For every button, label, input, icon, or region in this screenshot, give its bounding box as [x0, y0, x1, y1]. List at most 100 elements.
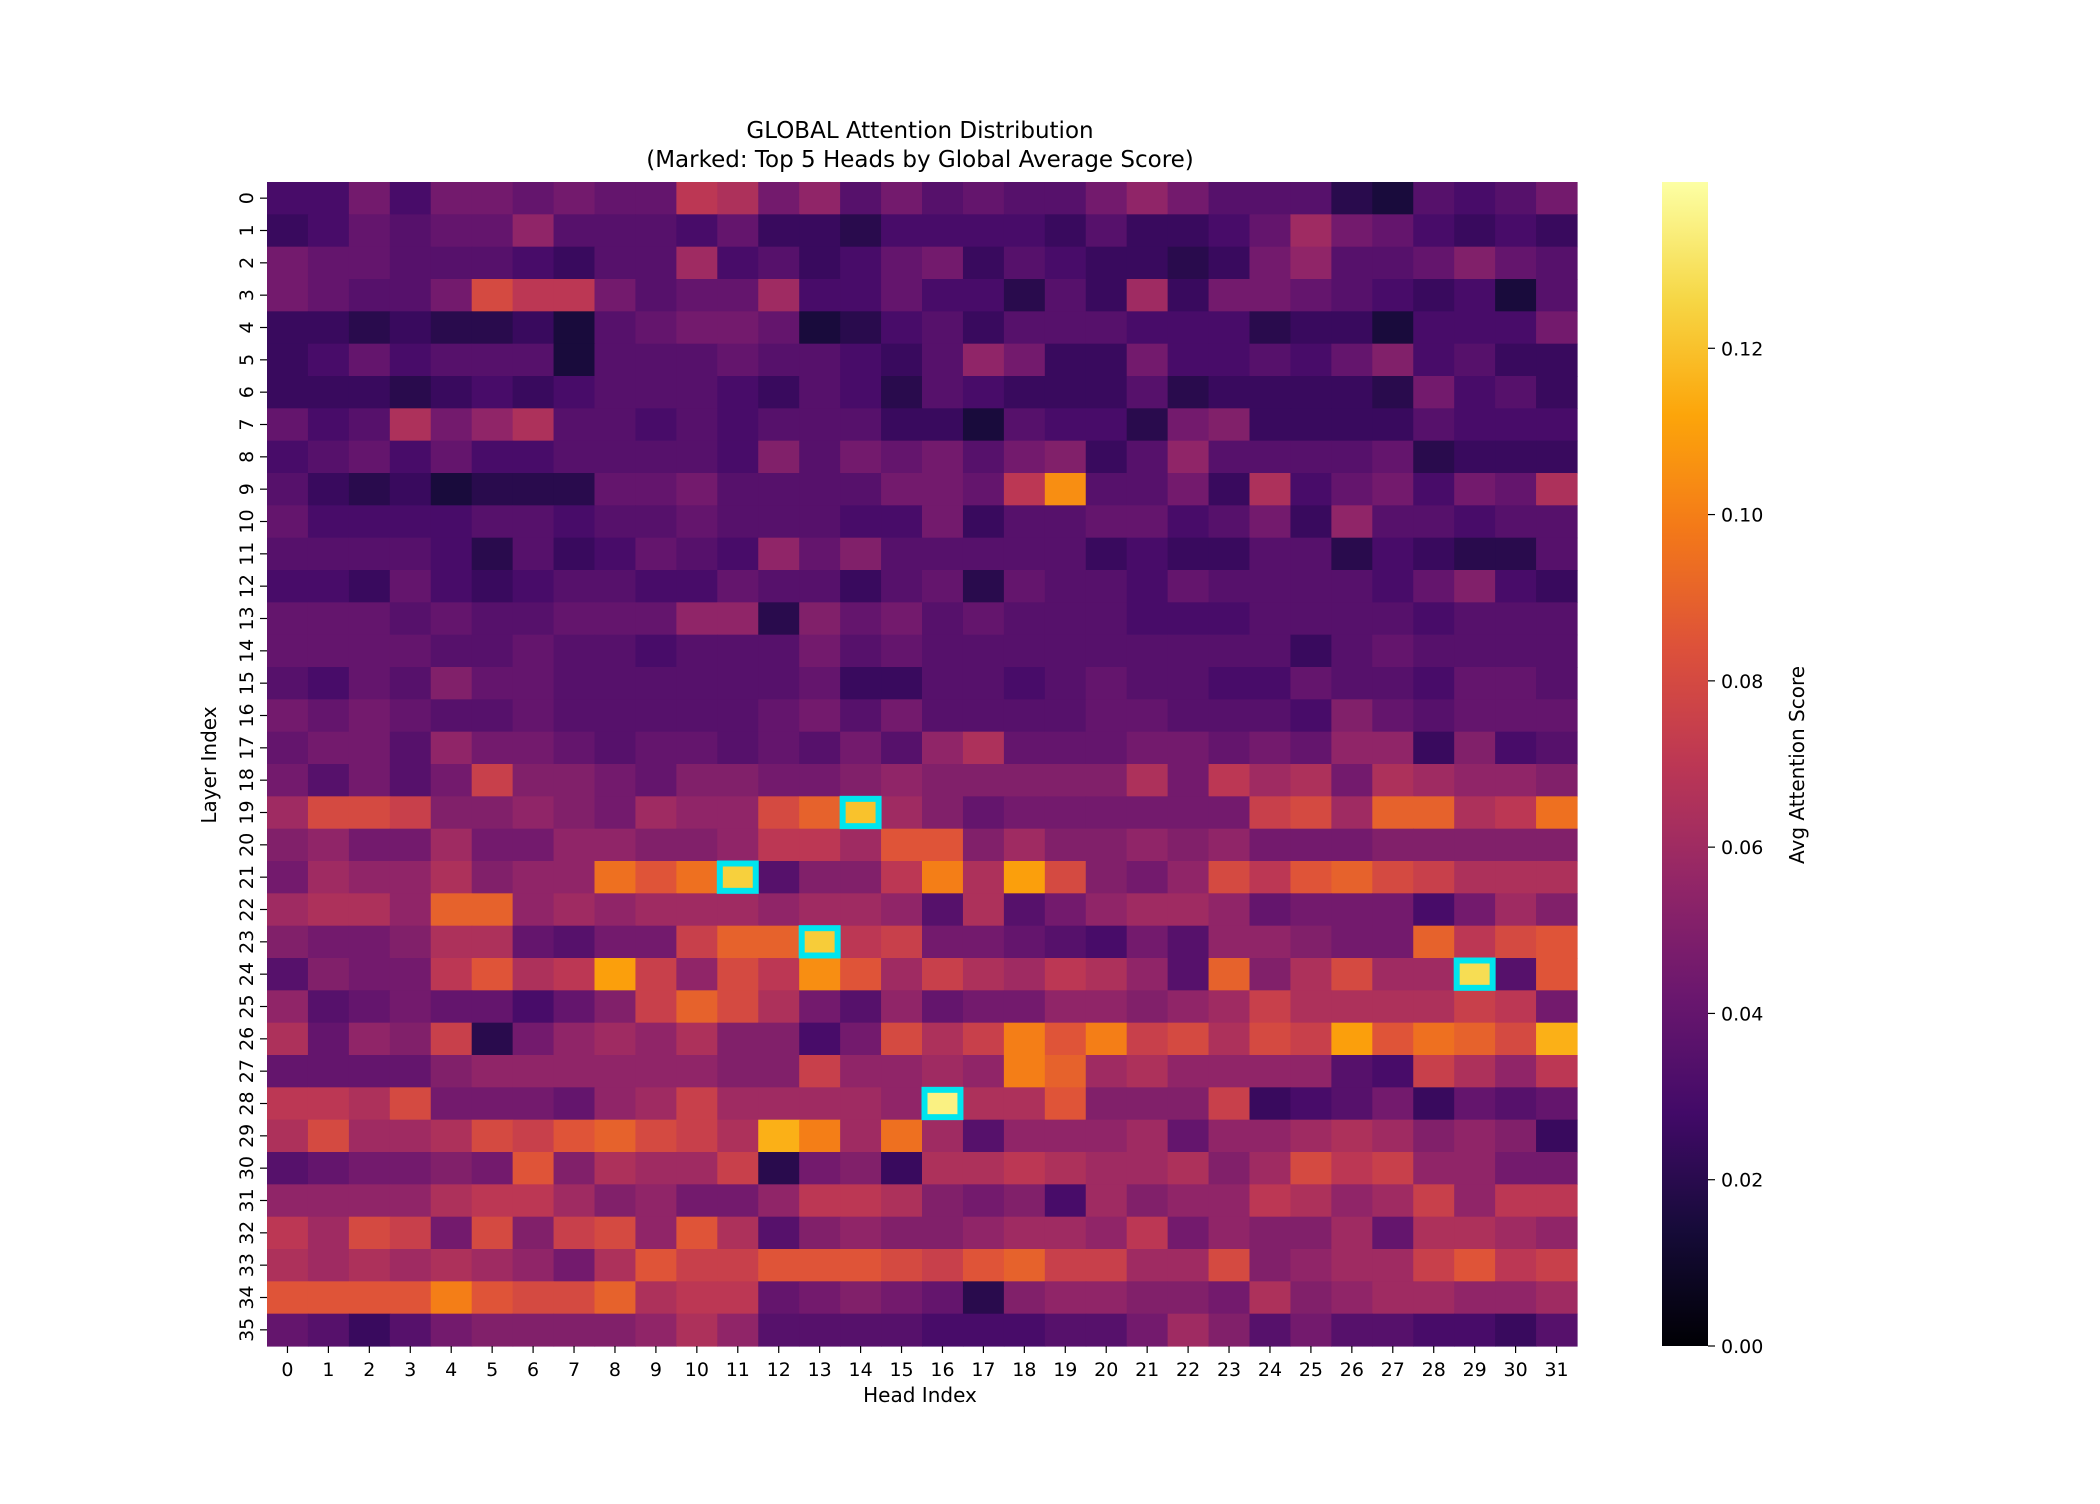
chart-title: GLOBAL Attention Distribution — [746, 118, 1093, 144]
heatmap-cell — [1003, 537, 1046, 571]
heatmap-cell — [881, 570, 923, 603]
heatmap-cell — [348, 699, 391, 733]
y-tick-label: 30 — [236, 1156, 258, 1180]
heatmap-cell — [348, 925, 391, 959]
heatmap-cell — [1290, 764, 1332, 797]
heatmap-cell — [1044, 214, 1087, 248]
heatmap-cell — [1085, 570, 1128, 603]
heatmap-cell — [1331, 1152, 1373, 1185]
heatmap-cell — [1167, 893, 1210, 927]
heatmap-cell — [962, 634, 1005, 668]
heatmap-cell — [1331, 343, 1373, 377]
heatmap-cell — [1413, 1249, 1455, 1282]
heatmap-cell — [348, 408, 391, 442]
heatmap-cell — [1413, 764, 1455, 797]
y-tick-label: 10 — [236, 509, 258, 533]
heatmap-cell — [840, 343, 882, 377]
heatmap-cell — [1495, 1216, 1537, 1250]
heatmap-cell — [1085, 182, 1128, 215]
heatmap-cell — [1044, 1087, 1087, 1121]
heatmap-cell — [676, 246, 718, 280]
heatmap-cell — [1167, 182, 1210, 215]
heatmap-cell — [1044, 602, 1087, 636]
heatmap-cell — [922, 311, 964, 345]
heatmap-cell — [1372, 1055, 1414, 1088]
heatmap-cell — [1085, 1087, 1128, 1121]
heatmap-cell — [1167, 764, 1210, 797]
heatmap-cell — [1249, 408, 1292, 442]
heatmap-cell — [553, 602, 596, 636]
highlight-box — [1453, 957, 1496, 991]
heatmap-cell — [553, 1022, 596, 1056]
heatmap-cell — [676, 214, 718, 248]
heatmap-cell — [594, 990, 637, 1024]
heatmap-cell — [717, 376, 759, 409]
heatmap-cell — [840, 828, 882, 862]
heatmap-cell — [1454, 699, 1496, 733]
heatmap-cell — [717, 1216, 759, 1250]
heatmap-cell — [799, 279, 841, 312]
heatmap-cell — [1167, 796, 1210, 830]
heatmap-cell — [1290, 246, 1332, 280]
heatmap-cell — [1208, 1313, 1251, 1347]
heatmap-cell — [594, 1281, 637, 1315]
heatmap-cell — [840, 925, 882, 959]
heatmap-cell — [635, 505, 677, 539]
heatmap-cell — [1536, 828, 1578, 862]
heatmap-cell — [553, 925, 596, 959]
heatmap-cell — [962, 1055, 1005, 1088]
heatmap-cell — [1126, 925, 1169, 959]
heatmap-cell — [471, 699, 514, 733]
heatmap-cell — [389, 570, 432, 603]
heatmap-cell — [512, 473, 555, 506]
heatmap-cell — [840, 1313, 882, 1347]
highlight-box — [921, 1086, 964, 1121]
heatmap-cell — [307, 731, 350, 765]
heatmap-cell — [635, 279, 677, 312]
heatmap-cell — [1044, 990, 1087, 1024]
heatmap-cell — [1126, 473, 1169, 506]
heatmap-cell — [1167, 925, 1210, 959]
heatmap-cell — [348, 570, 391, 603]
heatmap-cell — [1454, 1249, 1496, 1282]
heatmap-cell — [922, 1216, 964, 1250]
heatmap-cell — [1290, 699, 1332, 733]
heatmap-cell — [1290, 570, 1332, 603]
heatmap-cell — [1003, 1087, 1046, 1121]
heatmap-cell — [594, 1216, 637, 1250]
x-tick-label: 28 — [1422, 1359, 1446, 1381]
heatmap-cell — [1085, 764, 1128, 797]
x-tick-label: 12 — [767, 1359, 791, 1381]
heatmap-cell — [430, 570, 473, 603]
heatmap-cell — [1126, 214, 1169, 248]
heatmap-cell — [1208, 570, 1251, 603]
heatmap-cell — [1249, 214, 1292, 248]
y-tick-label: 18 — [236, 768, 258, 792]
heatmap-cell — [1249, 505, 1292, 539]
heatmap-cell — [1085, 408, 1128, 442]
heatmap-cell — [512, 1152, 555, 1185]
heatmap-cell — [676, 376, 718, 409]
heatmap-cell — [1331, 473, 1373, 506]
heatmap-cell — [1003, 990, 1046, 1024]
heatmap-cell — [307, 376, 350, 409]
heatmap-cell — [267, 731, 309, 765]
y-tick-label: 23 — [236, 930, 258, 954]
heatmap-cell — [1372, 1152, 1414, 1185]
heatmap-cell — [553, 570, 596, 603]
heatmap-cell — [553, 440, 596, 474]
heatmap-cell — [267, 246, 309, 280]
heatmap-cell — [307, 1281, 350, 1315]
heatmap-cell — [962, 440, 1005, 474]
heatmap-cell — [881, 1087, 923, 1121]
heatmap-cell — [840, 279, 882, 312]
heatmap-cell — [799, 1313, 841, 1347]
heatmap-cell — [1495, 408, 1537, 442]
heatmap-cell — [1126, 1152, 1169, 1185]
heatmap-cell — [799, 699, 841, 733]
heatmap-cell — [1536, 343, 1578, 377]
heatmap-cell — [1536, 796, 1578, 830]
heatmap-cell — [799, 408, 841, 442]
heatmap-cell — [307, 925, 350, 959]
heatmap-cell — [1003, 311, 1046, 345]
